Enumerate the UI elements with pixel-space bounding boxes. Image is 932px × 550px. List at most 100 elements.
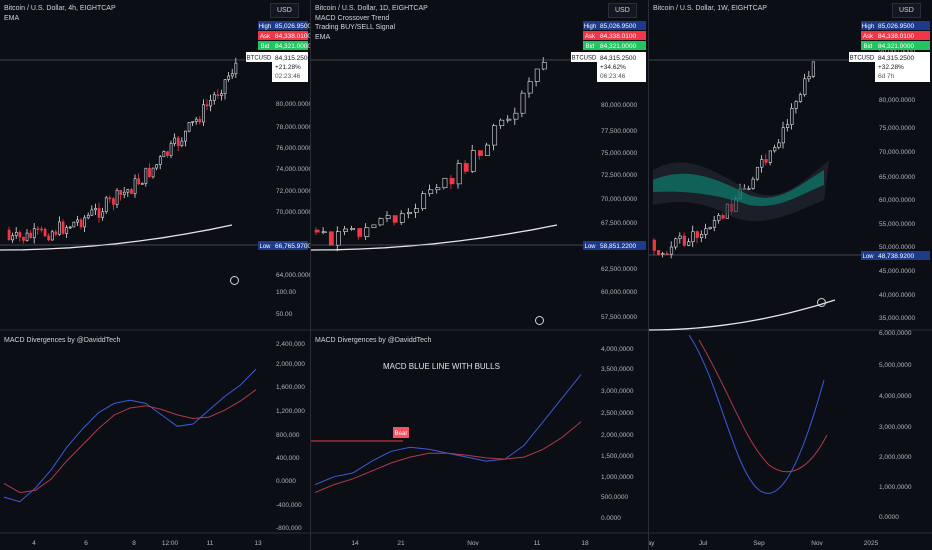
pane1-settings-icon[interactable] <box>230 276 239 285</box>
candle-body <box>321 231 327 234</box>
time-tick-label: 11 <box>207 540 214 547</box>
signal-line <box>314 421 582 493</box>
pane2-ema-label: EMA <box>315 33 331 41</box>
symbol-tag: BTCUSD <box>247 56 272 62</box>
pane2-indicator-macd: MACD Crossover Trend <box>315 14 390 22</box>
pane-divider-2[interactable] <box>648 0 649 550</box>
candle-body <box>230 73 234 77</box>
macd-tick-label: 6,000,0000 <box>879 330 912 337</box>
ask-value: 84,338.0100 <box>878 33 915 40</box>
candle-body <box>29 232 33 238</box>
pane2-currency-button[interactable]: USD <box>608 3 637 18</box>
time-tick-label: Jul <box>699 540 708 547</box>
macd-tick-label: 2,000,000 <box>276 361 305 368</box>
price-tick-label: 77,500.0000 <box>601 128 638 135</box>
candle-body <box>506 118 512 121</box>
pane2-canvas[interactable]: 80,000.0000 77,500.0000 75,000.0000 72,500.… <box>311 0 648 550</box>
bid-value: 84,321.0000 <box>275 43 310 50</box>
bar-timer: 06:23:46 <box>600 73 626 80</box>
pane1-currency-button[interactable]: USD <box>270 3 299 18</box>
candle-body <box>682 235 686 246</box>
last-price-box <box>875 52 930 82</box>
price-tick-label: 76,000.0000 <box>276 145 310 152</box>
candle-body <box>101 211 105 218</box>
chart-pane-1d[interactable]: 80,000.0000 77,500.0000 75,000.0000 72,500.… <box>311 0 648 550</box>
candle-body <box>94 208 97 211</box>
high-label-bg <box>258 21 272 30</box>
time-tick-label: 2025 <box>864 540 879 547</box>
low-value-bg <box>597 241 646 250</box>
candle-body <box>798 94 803 102</box>
macd-tick-label: 0.0000 <box>879 514 899 521</box>
bear-signal-label: Bear <box>395 431 408 437</box>
candle-body <box>760 159 764 168</box>
candle-body <box>40 228 43 231</box>
candle-body <box>11 235 15 241</box>
pane1-canvas[interactable]: 80,000.0000 78,000.0000 76,000.0000 74,000.… <box>0 0 310 550</box>
price-tick-label: 90,000.0000 <box>879 48 916 55</box>
macd-line <box>314 374 582 486</box>
low-label-bg <box>861 251 875 260</box>
bid-label: Bid <box>586 44 595 50</box>
high-label-bg <box>583 21 597 30</box>
ask-label: Ask <box>585 34 596 40</box>
high-value-bg <box>597 21 646 30</box>
price-tick-label: 70,000.0000 <box>879 149 916 156</box>
candle-body <box>371 224 377 229</box>
price-tick-label: 64,000.0000 <box>276 272 310 279</box>
pane3-currency-button[interactable]: USD <box>892 3 921 18</box>
chart-pane-1w[interactable]: 95,000.000090,000.000080,000.000075,000.… <box>649 0 932 550</box>
bid-value: 84,321.0000 <box>878 43 915 50</box>
low-label-bg <box>258 241 272 250</box>
candle-body <box>385 215 391 219</box>
candle-body <box>50 231 54 241</box>
price-tick-label: 80,000.0000 <box>276 101 310 108</box>
candle-body <box>205 104 209 107</box>
trend-band <box>653 170 824 206</box>
high-label-bg <box>861 21 875 30</box>
pane3-settings-icon[interactable] <box>817 298 826 307</box>
ask-label-bg <box>861 31 875 40</box>
pane-divider[interactable] <box>310 0 311 550</box>
candle-body <box>773 147 777 152</box>
pane2-annotation: MACD BLUE LINE WITH BULLS <box>383 362 500 371</box>
price-tick-label: 40,000.0000 <box>879 292 916 299</box>
candle-body <box>130 189 133 194</box>
ask-value-bg <box>597 31 646 40</box>
macd-tick-label: 0.0000 <box>601 515 621 522</box>
high-value-bg <box>875 21 930 30</box>
pane1-macd-title: MACD Divergences by @DaviddTech <box>4 337 121 344</box>
macd-tick-label: 1,000,0000 <box>879 484 912 491</box>
pane1-symbol-title: Bitcoin / U.S. Dollar, 4h, EIGHTCAP <box>4 5 116 12</box>
pane3-symbol-title: Bitcoin / U.S. Dollar, 1W, EIGHTCAP <box>653 5 767 12</box>
candle-body <box>781 127 785 144</box>
candle-body <box>162 151 166 158</box>
candle-body <box>36 228 40 230</box>
candle-body <box>115 189 119 205</box>
ask-label: Ask <box>863 34 874 40</box>
candle-body <box>47 235 51 241</box>
time-tick-label: 8 <box>132 540 136 547</box>
macd-tick-label: -400,000 <box>276 502 302 509</box>
bid-value-bg <box>272 41 308 50</box>
candle-body <box>234 62 238 74</box>
macd-tick-label: 400,000 <box>276 455 300 462</box>
chart-pane-4h[interactable]: 80,000.0000 78,000.0000 76,000.0000 74,000.… <box>0 0 310 550</box>
ask-label: Ask <box>260 34 271 40</box>
candle-body <box>108 197 112 200</box>
price-tick-label: 60,000.0000 <box>879 197 916 204</box>
candle-body <box>449 177 455 185</box>
candle-body <box>470 150 476 172</box>
pane1-header: Bitcoin / U.S. Dollar, 4h, EIGHTCAP EMA <box>4 4 116 23</box>
candle-body <box>133 178 137 194</box>
price-tick-label: 45,000.0000 <box>879 268 916 275</box>
candle-body <box>126 189 130 193</box>
price-tick-label: 50,000.0000 <box>879 244 916 251</box>
pane2-settings-icon[interactable] <box>535 316 544 325</box>
candle-body <box>414 208 419 213</box>
pane3-canvas[interactable]: 95,000.000090,000.000080,000.000075,000.… <box>649 0 932 550</box>
bid-value: 84,321.0000 <box>600 43 637 50</box>
low-value-bg <box>875 251 930 260</box>
candle-body <box>721 215 725 219</box>
price-tick-label: 67,500.0000 <box>601 220 638 227</box>
